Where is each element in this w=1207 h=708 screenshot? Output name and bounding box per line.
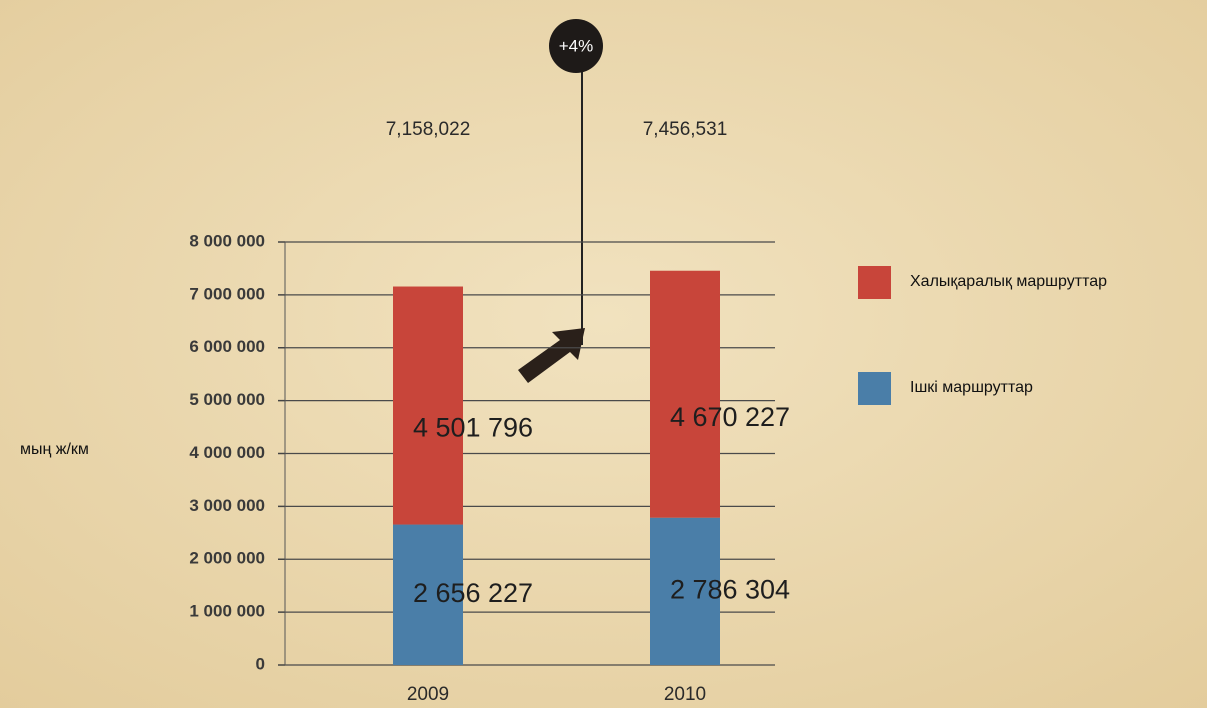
legend-swatch: [858, 372, 891, 405]
segment-label: 2 656 227: [413, 578, 533, 608]
annotation-badge: [549, 19, 603, 73]
x-tick-label: 2010: [664, 684, 706, 705]
y-tick-label: 3 000 000: [189, 496, 265, 515]
segment-label: 2 786 304: [670, 574, 790, 604]
total-label: 7,456,531: [643, 119, 728, 140]
y-tick-label: 6 000 000: [189, 337, 265, 356]
y-tick-label: 4 000 000: [189, 443, 265, 462]
annotation-text: +4%: [559, 36, 594, 55]
x-tick-label: 2009: [407, 684, 449, 705]
bar-segment: [393, 524, 463, 665]
arrow: [518, 328, 585, 383]
legend-label: Ішкі маршруттар: [910, 379, 1033, 396]
legend-label: Халықаралық маршруттар: [910, 273, 1107, 290]
y-tick-label: 5 000 000: [189, 390, 265, 409]
total-label: 7,158,022: [386, 119, 471, 140]
y-tick-label: 7 000 000: [189, 284, 265, 303]
segment-label: 4 670 227: [670, 402, 790, 432]
y-tick-label: 1 000 000: [189, 602, 265, 621]
bar-segment: [393, 286, 463, 525]
bar-segment: [650, 517, 720, 665]
legend-swatch: [858, 266, 891, 299]
y-tick-label: 0: [256, 654, 265, 673]
y-tick-label: 8 000 000: [189, 231, 265, 250]
bar-segment: [650, 270, 720, 518]
segment-label: 4 501 796: [413, 412, 533, 442]
y-axis-label: мың ж/км: [20, 441, 89, 458]
y-tick-label: 2 000 000: [189, 549, 265, 568]
